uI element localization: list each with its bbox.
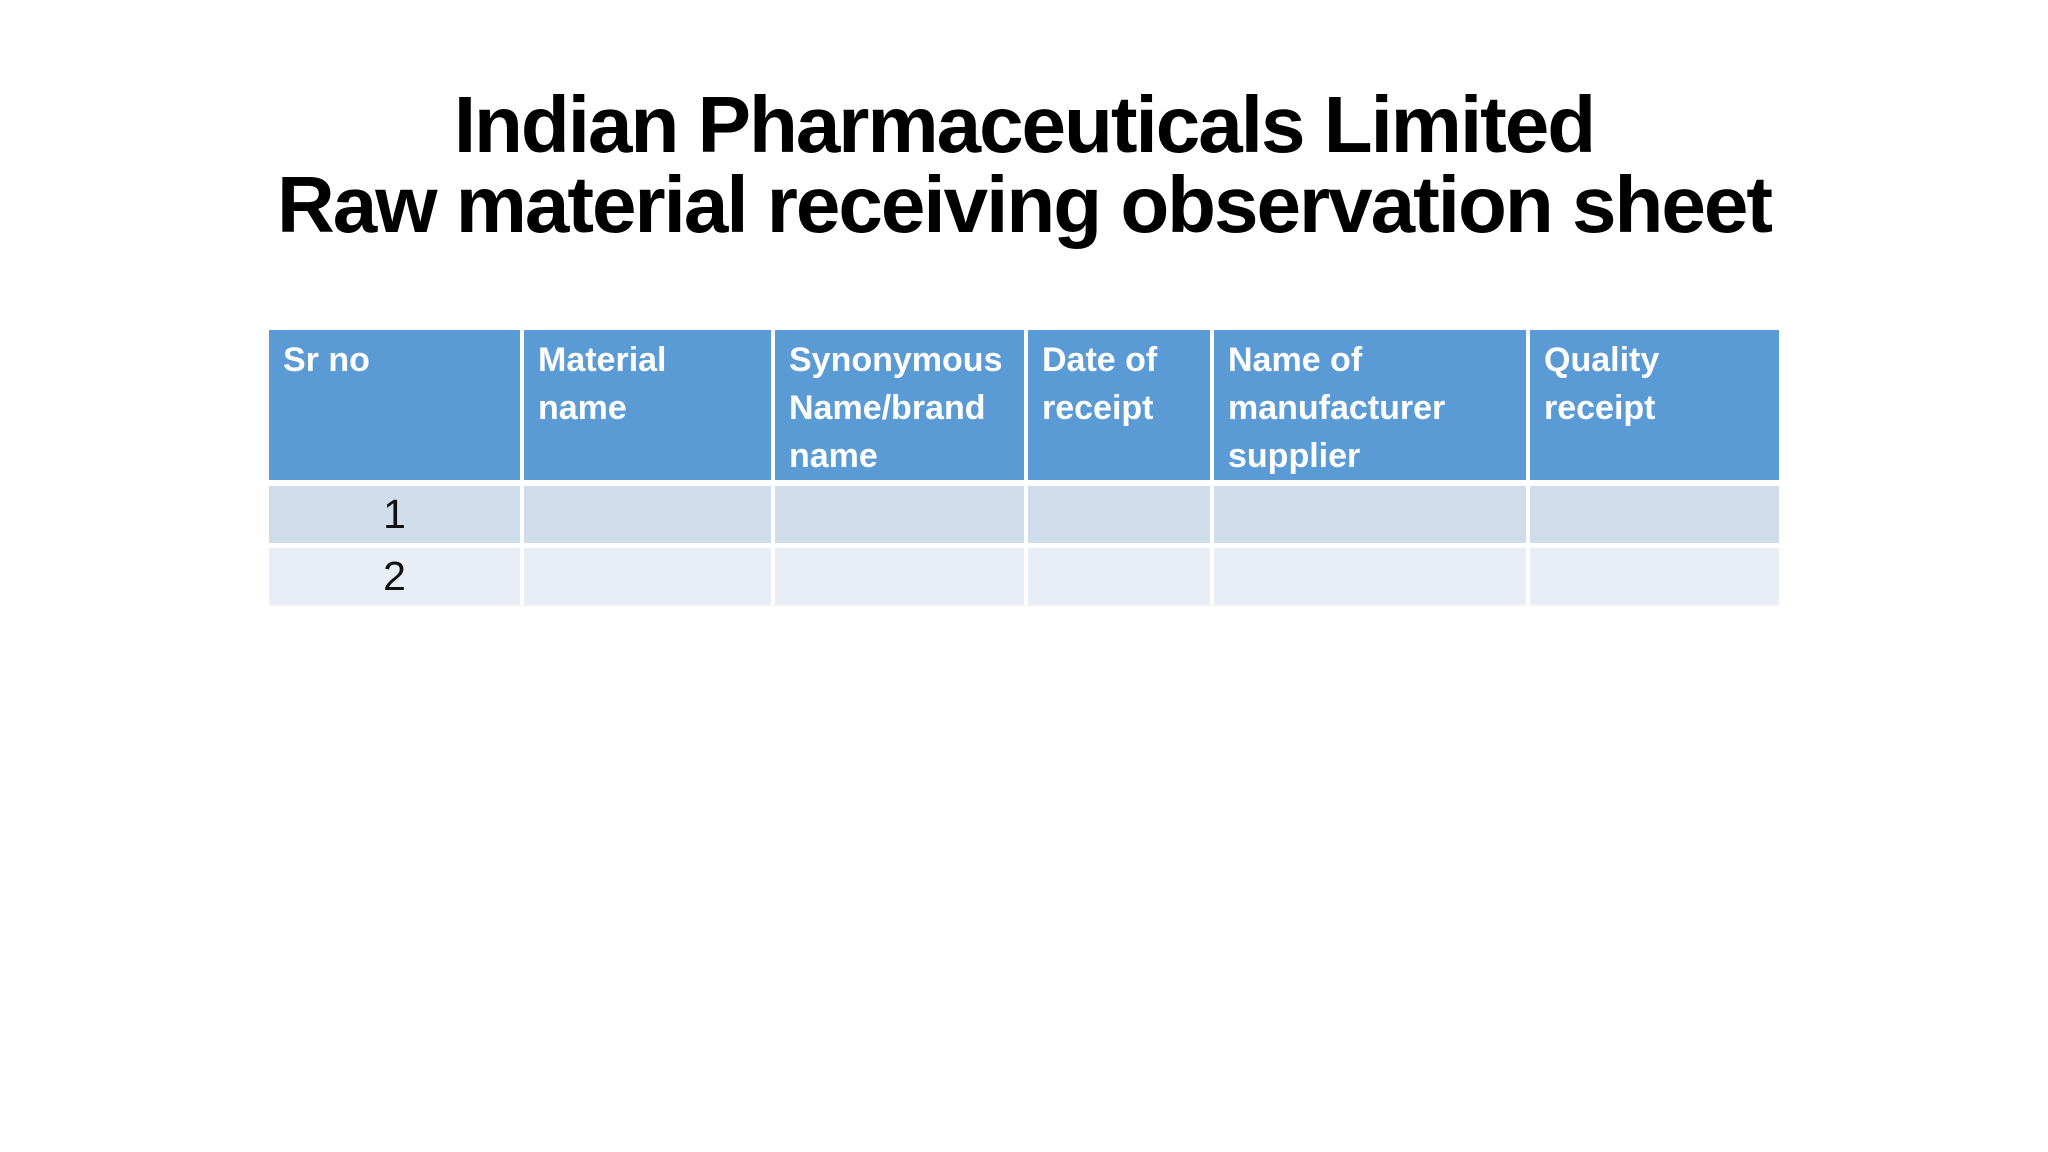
cell-manufacturer-supplier xyxy=(1210,548,1526,606)
table-body: 1 2 xyxy=(269,486,1779,606)
table-row: 2 xyxy=(269,548,1779,606)
column-header-sr-no: Sr no xyxy=(269,330,520,486)
slide-title-line-1: Indian Pharmaceuticals Limited xyxy=(453,80,1596,169)
column-header-date-of-receipt: Date of receipt xyxy=(1024,330,1210,486)
cell-date-of-receipt xyxy=(1024,548,1210,606)
cell-sr-no: 1 xyxy=(269,486,520,548)
cell-synonymous-name xyxy=(771,486,1024,548)
cell-sr-no: 2 xyxy=(269,548,520,606)
table-row: 1 xyxy=(269,486,1779,548)
cell-quality-receipt xyxy=(1526,486,1779,548)
slide-title-line-2: Raw material receiving observation sheet xyxy=(277,160,1773,249)
slide-title: Indian Pharmaceuticals Limited Raw mater… xyxy=(0,85,2048,245)
cell-manufacturer-supplier xyxy=(1210,486,1526,548)
column-header-manufacturer-supplier: Name of manufacturer supplier xyxy=(1210,330,1526,486)
cell-synonymous-name xyxy=(771,548,1024,606)
cell-material-name xyxy=(520,486,771,548)
cell-date-of-receipt xyxy=(1024,486,1210,548)
column-header-quality-receipt: Quality receipt xyxy=(1526,330,1779,486)
header-row: Sr no Material name Synonymous Name/bran… xyxy=(269,330,1779,486)
cell-quality-receipt xyxy=(1526,548,1779,606)
cell-material-name xyxy=(520,548,771,606)
column-header-material-name: Material name xyxy=(520,330,771,486)
table-header: Sr no Material name Synonymous Name/bran… xyxy=(269,330,1779,486)
column-header-synonymous-name: Synonymous Name/brand name xyxy=(771,330,1024,486)
observation-table: Sr no Material name Synonymous Name/bran… xyxy=(269,330,1779,606)
